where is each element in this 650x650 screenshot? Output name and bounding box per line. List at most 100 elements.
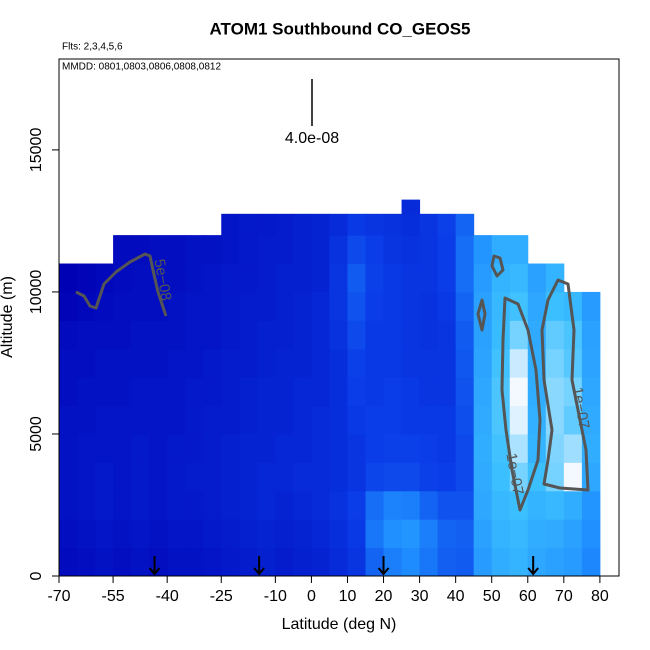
heatmap-cell <box>329 291 348 321</box>
x-tick-label: 60 <box>519 588 537 605</box>
heatmap-cell <box>131 462 150 492</box>
heatmap-cell <box>311 377 330 407</box>
heatmap-cell <box>455 291 475 321</box>
heatmap-cell <box>95 405 114 435</box>
heatmap-cell <box>257 462 276 492</box>
heatmap-cell <box>311 490 330 520</box>
heatmap-cell <box>329 263 348 293</box>
heatmap-cell <box>455 462 475 492</box>
heatmap-cell <box>545 291 565 321</box>
heatmap-cell <box>383 462 403 492</box>
heatmap-cell <box>293 263 312 293</box>
heatmap-cell <box>113 433 132 463</box>
heatmap-cell <box>383 235 403 265</box>
heatmap-cell <box>401 405 421 435</box>
heatmap-cell <box>419 433 439 463</box>
heatmap-cell <box>59 348 78 378</box>
heatmap-cell <box>347 213 367 236</box>
heatmap-cell <box>167 519 186 549</box>
heatmap-cell <box>59 263 78 293</box>
x-tick-label: 30 <box>411 588 429 605</box>
heatmap-cell <box>185 547 204 577</box>
heatmap-cell <box>365 263 385 293</box>
heatmap-cell <box>131 519 150 549</box>
heatmap-cell <box>545 462 565 492</box>
heatmap-cell <box>329 320 348 350</box>
heatmap-cell <box>77 320 96 350</box>
heatmap-cell <box>275 405 294 435</box>
heatmap-cell <box>293 490 312 520</box>
heatmap-cell <box>221 462 240 492</box>
heatmap-cell <box>383 263 403 293</box>
heatmap-cell <box>311 348 330 378</box>
heatmap-cell <box>329 462 348 492</box>
heatmap-cell <box>329 348 348 378</box>
heatmap-cell <box>509 263 529 293</box>
heatmap-cell <box>239 490 258 520</box>
heatmap-cell <box>527 519 547 549</box>
heatmap-cell <box>347 320 367 350</box>
heatmap-cell <box>365 235 385 265</box>
heatmap-cell <box>365 348 385 378</box>
heatmap-cell <box>203 462 222 492</box>
heatmap-cell <box>239 462 258 492</box>
heatmap-cell <box>365 213 385 236</box>
heatmap-cell <box>365 433 385 463</box>
heatmap-cell <box>365 405 385 435</box>
annotation: MMDD: 0801,0803,0806,0808,0812 <box>62 62 221 73</box>
heatmap-cell <box>185 263 204 293</box>
flight-marker <box>527 556 539 576</box>
heatmap-cell <box>95 348 114 378</box>
x-tick-label: 50 <box>483 588 501 605</box>
heatmap-cell <box>419 462 439 492</box>
heatmap-cell <box>77 348 96 378</box>
heatmap-cell <box>257 291 276 321</box>
y-tick-label: 0 <box>28 571 45 580</box>
heatmap-cell <box>491 547 511 577</box>
heatmap-cell <box>455 213 475 236</box>
heatmap-cell <box>185 235 204 265</box>
x-tick-label: 20 <box>375 588 393 605</box>
heatmap-cell <box>293 462 312 492</box>
heatmap-cell <box>545 348 565 378</box>
heatmap-cell <box>581 405 601 435</box>
heatmap-cell <box>473 519 493 549</box>
heatmap-cell <box>221 547 240 577</box>
heatmap-cell <box>563 433 583 463</box>
heatmap-cell <box>419 377 439 407</box>
heatmap-cell <box>401 462 421 492</box>
heatmap-cell <box>221 348 240 378</box>
heatmap-cell <box>491 263 511 293</box>
heatmap-cell <box>293 235 312 265</box>
contour-line <box>490 254 505 278</box>
heatmap-cell <box>455 377 475 407</box>
x-tick-label: -25 <box>210 588 233 605</box>
heatmap-cell <box>77 547 96 577</box>
heatmap-cell <box>257 235 276 265</box>
heatmap-cell <box>275 547 294 577</box>
heatmap-cell <box>113 519 132 549</box>
heatmap-cell <box>437 377 457 407</box>
heatmap-cell <box>401 263 421 293</box>
heatmap-cell <box>491 519 511 549</box>
heatmap-cell <box>257 320 276 350</box>
heatmap-cell <box>149 320 168 350</box>
flight-marker <box>253 556 265 576</box>
heatmap-cell <box>473 547 493 577</box>
heatmap-cell <box>311 519 330 549</box>
heatmap-cell <box>509 433 529 463</box>
heatmap-cell <box>365 377 385 407</box>
heatmap-cell <box>401 291 421 321</box>
plot-frame <box>58 58 620 577</box>
heatmap-cell <box>455 490 475 520</box>
heatmap-cell <box>77 433 96 463</box>
heatmap-cell <box>455 433 475 463</box>
heatmap-cell <box>203 377 222 407</box>
heatmap-cell <box>221 377 240 407</box>
heatmap-cell <box>221 490 240 520</box>
heatmap-cell <box>239 519 258 549</box>
heatmap-cell <box>167 291 186 321</box>
heatmap-cell <box>59 320 78 350</box>
heatmap-cell <box>401 348 421 378</box>
